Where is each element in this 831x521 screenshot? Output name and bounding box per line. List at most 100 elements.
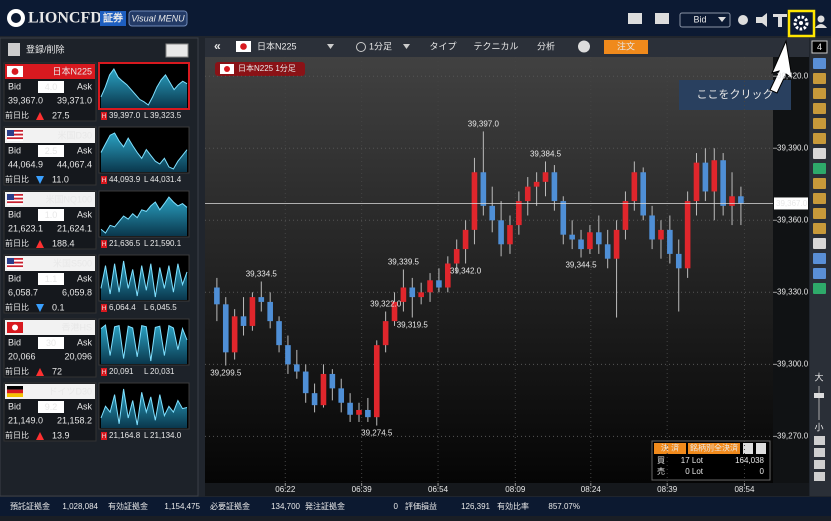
- bid-price[interactable]: 21,623.1: [8, 223, 43, 233]
- low: 44,031.4: [150, 175, 182, 184]
- bid-price[interactable]: 6,058.7: [8, 287, 38, 297]
- tool-icon[interactable]: [814, 472, 825, 481]
- flag: [7, 203, 23, 205]
- spark-line: [100, 68, 188, 106]
- tool-icon[interactable]: [814, 436, 825, 445]
- tool-icon[interactable]: [813, 178, 826, 189]
- tool-icon[interactable]: [813, 193, 826, 204]
- tool-icon[interactable]: [813, 163, 826, 174]
- position-close[interactable]: 決 済: [661, 443, 679, 453]
- tool-icon[interactable]: [813, 148, 826, 159]
- watchlist-edit[interactable]: 登録/削除: [26, 43, 65, 54]
- card-header: [5, 256, 95, 271]
- x-tick-label: 08:24: [581, 485, 602, 494]
- tool-icon[interactable]: [813, 118, 826, 129]
- close-button[interactable]: [654, 443, 686, 454]
- flag: [11, 68, 19, 75]
- candle-body: [640, 172, 647, 216]
- icon-info[interactable]: [578, 40, 590, 53]
- ask-price[interactable]: 39,371.0: [57, 95, 92, 105]
- change-arrow: [36, 304, 44, 312]
- mode-button[interactable]: [165, 43, 189, 58]
- price-type-select[interactable]: [679, 12, 731, 28]
- icon-sound[interactable]: [756, 13, 767, 27]
- flag: [7, 258, 14, 264]
- visual-menu-button[interactable]: [128, 10, 188, 27]
- spread-box: [38, 401, 64, 413]
- bid-price[interactable]: 21,149.0: [8, 415, 43, 425]
- tool-icon[interactable]: [813, 73, 826, 84]
- price-type[interactable]: Bid: [693, 14, 706, 24]
- icon-clock[interactable]: [738, 15, 748, 25]
- tool-icon[interactable]: [814, 448, 825, 457]
- high-label: H: [102, 370, 106, 376]
- bid-price[interactable]: 39,367.0: [8, 95, 43, 105]
- bid-price[interactable]: 44,064.9: [8, 159, 43, 169]
- minimize-button[interactable]: [756, 443, 766, 454]
- collapse-button[interactable]: «: [214, 39, 221, 53]
- highlight-box: [787, 9, 816, 38]
- tool-icon[interactable]: [813, 283, 826, 294]
- icon-settings[interactable]: [793, 15, 809, 31]
- candle-body: [524, 186, 531, 202]
- toolbar-order[interactable]: 注文: [617, 40, 635, 51]
- bid-label: Bid: [8, 145, 21, 155]
- visual-menu[interactable]: Visual MENU: [131, 13, 185, 23]
- flag: [7, 201, 23, 204]
- pin-button[interactable]: [743, 443, 753, 454]
- spread-box: [38, 81, 64, 93]
- candle-body: [613, 229, 620, 259]
- toolbar-analysis[interactable]: 分析: [537, 40, 555, 51]
- icon-export[interactable]: [628, 13, 642, 24]
- tool-icon[interactable]: [813, 238, 826, 249]
- candle-body: [560, 201, 567, 235]
- status-value: 126,391: [461, 502, 490, 511]
- low-label: L: [144, 431, 149, 440]
- flag: [7, 130, 14, 136]
- candle-body: [462, 229, 469, 250]
- bid-price[interactable]: 20,066: [8, 351, 36, 361]
- order-button[interactable]: [604, 40, 648, 54]
- tool-icon[interactable]: [813, 133, 826, 144]
- close-all-button[interactable]: [688, 443, 740, 454]
- mode[interactable]: M: [173, 45, 181, 55]
- price-annotation: 39,299.5: [210, 369, 242, 378]
- tool-icon[interactable]: [813, 88, 826, 99]
- toolbar-type[interactable]: タイプ: [429, 41, 456, 51]
- status-label: 有効比率: [497, 501, 529, 511]
- card-header: [5, 128, 95, 143]
- status-label: 発注証拠金: [305, 501, 345, 511]
- icon-import[interactable]: [655, 13, 669, 24]
- ask-label: Ask: [77, 209, 93, 219]
- tool-icon[interactable]: [813, 253, 826, 264]
- icon-user[interactable]: [817, 15, 825, 23]
- ask-price[interactable]: 20,096: [64, 351, 92, 361]
- tool-icon[interactable]: [813, 223, 826, 234]
- toolbar-symbol[interactable]: 日本N225: [257, 40, 297, 51]
- tool-icon[interactable]: [813, 268, 826, 279]
- chart-toolbar: [205, 38, 809, 57]
- position-close-all[interactable]: 銘柄別全決済: [690, 443, 738, 453]
- zoom-small[interactable]: 小: [814, 422, 823, 432]
- candle-body: [569, 234, 575, 240]
- zoom-handle[interactable]: [814, 393, 824, 398]
- tool-icon[interactable]: [813, 208, 826, 219]
- change-label: 前日比: [5, 174, 29, 184]
- tool-icon[interactable]: [813, 103, 826, 114]
- logo-badge: 証券: [103, 12, 124, 25]
- ask-price[interactable]: 44,067.4: [57, 159, 92, 169]
- candle-body: [338, 388, 345, 403]
- ask-price[interactable]: 21,158.2: [57, 415, 92, 425]
- tool-icon[interactable]: [813, 58, 826, 69]
- icon-tool[interactable]: [773, 14, 787, 27]
- high-icon: [101, 176, 107, 184]
- ask-price[interactable]: 6,059.8: [62, 287, 92, 297]
- toolbar-technical[interactable]: テクニカル: [473, 41, 518, 51]
- status-value: 1,154,475: [164, 502, 200, 511]
- toolbar-timeframe[interactable]: 1分足: [369, 41, 392, 51]
- low-label: L: [144, 111, 149, 120]
- change-label: 前日比: [5, 366, 29, 376]
- tool-icon[interactable]: [814, 460, 825, 469]
- zoom-large[interactable]: 大: [814, 371, 823, 382]
- ask-price[interactable]: 21,624.1: [57, 223, 92, 233]
